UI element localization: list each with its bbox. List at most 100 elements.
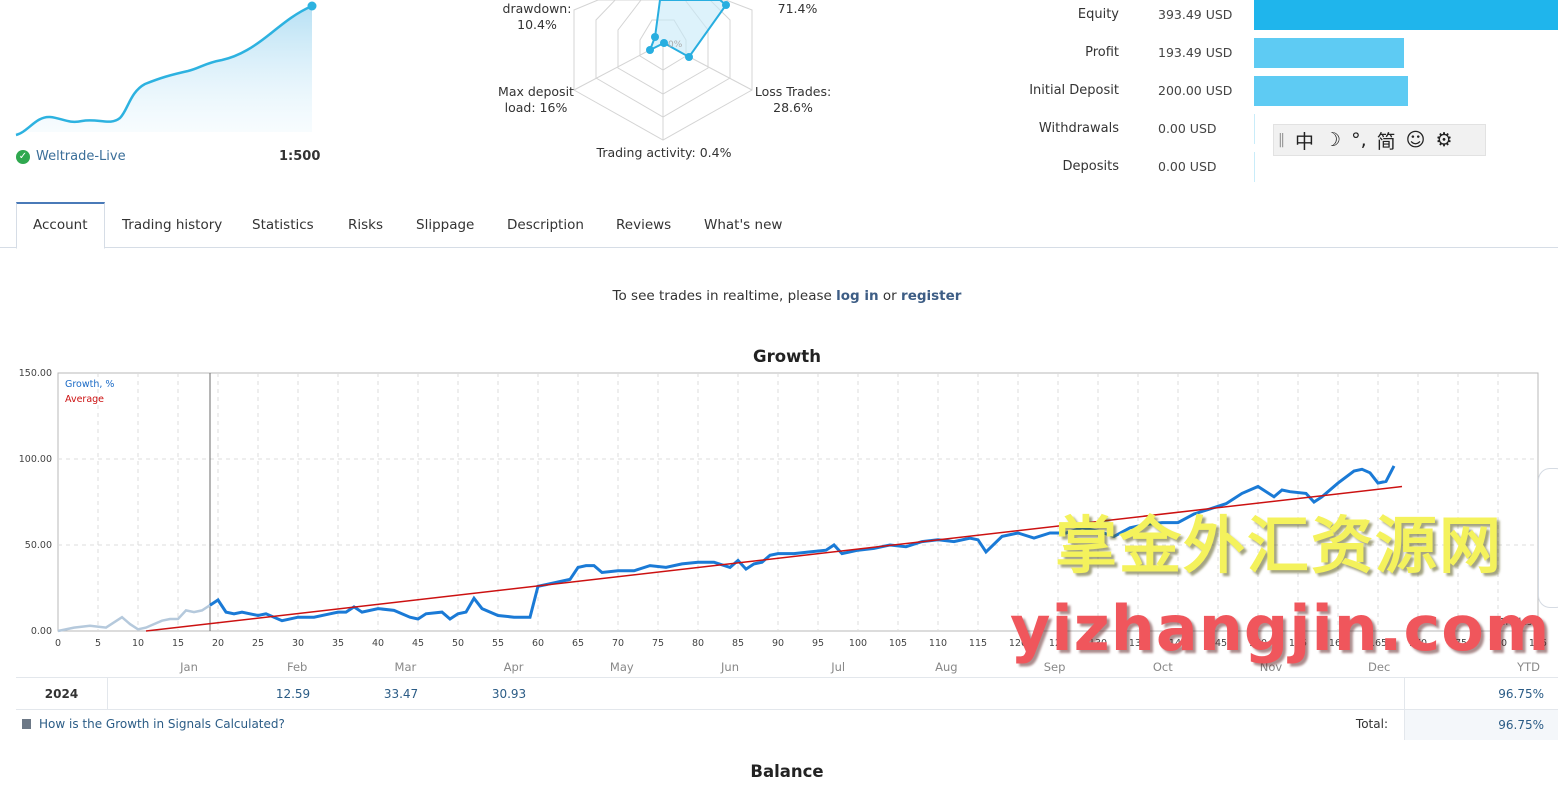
growth-line-pre: [57, 604, 211, 633]
ime-punctuation-icon[interactable]: °,: [1351, 129, 1367, 151]
watermark-chinese: 掌金外汇资源网: [1055, 509, 1504, 582]
month-label-dec: Dec: [1368, 660, 1391, 674]
register-link[interactable]: register: [901, 288, 962, 304]
radar-point-activity: [660, 39, 668, 47]
x-tick-label: 5: [95, 638, 101, 649]
x-tick-label: 40: [372, 638, 384, 649]
x-tick-label: 30: [292, 638, 304, 649]
x-tick-label: 95: [812, 638, 824, 649]
how-growth-link[interactable]: How is the Growth in Signals Calculated?: [22, 717, 285, 731]
radar-point-loss: [685, 53, 693, 61]
x-tick-label: 85: [732, 638, 744, 649]
month-label-jun: Jun: [721, 660, 739, 674]
broker-name[interactable]: Weltrade-Live: [36, 149, 126, 164]
ime-emoji-icon[interactable]: ☺: [1405, 129, 1426, 151]
y-tick-label: 100.00: [19, 454, 52, 465]
ytd-header: YTD: [1517, 660, 1540, 674]
month-label-sep: Sep: [1043, 660, 1066, 674]
radar-label-max-deposit-load: Max deposit load: 16%: [498, 84, 574, 115]
radar-label-loss-trades: Loss Trades: 28.6%: [754, 84, 832, 115]
month-label-jan: Jan: [180, 660, 198, 674]
month-label-aug: Aug: [935, 660, 958, 674]
tab-description[interactable]: Description: [507, 217, 584, 233]
month-label-jul: Jul: [831, 660, 846, 674]
year-label: 2024: [16, 678, 108, 710]
radar-point-load: [646, 46, 654, 54]
x-tick-label: 90: [772, 638, 784, 649]
x-tick-label: 70: [612, 638, 624, 649]
broker-label[interactable]: ✓ Weltrade-Live: [16, 149, 126, 164]
x-tick-label: 120: [1009, 638, 1027, 649]
radar-label-drawdown: drawdown: 10.4%: [502, 1, 572, 32]
legend-growth: Growth, %: [65, 379, 114, 390]
radar-label-profit-trades: 71.4%: [777, 1, 818, 16]
x-tick-label: 180: [1489, 638, 1507, 649]
x-tick-label: 170: [1409, 638, 1427, 649]
login-link[interactable]: log in: [836, 288, 879, 304]
x-tick-label: 110: [929, 638, 947, 649]
radar-point-drawdown: [651, 33, 659, 41]
side-widget-edge[interactable]: [1538, 468, 1558, 608]
stat-label-2: Initial Deposit: [1029, 83, 1119, 98]
radar-ring-outer: [573, 0, 753, 141]
radar-value-area: [648, 0, 728, 59]
tab-slippage[interactable]: Slippage: [416, 217, 475, 233]
x-tick-label: 175: [1449, 638, 1467, 649]
ime-toolbar[interactable]: ‖ 中 ☽ °, 简 ☺ ⚙: [1273, 124, 1486, 156]
tab-bar: Account Trading history Statistics Risks…: [0, 202, 1558, 249]
tab-account[interactable]: Account: [16, 202, 105, 249]
mini-growth-line: [15, 4, 313, 137]
x-tick-label: 10: [132, 638, 144, 649]
x-tick-label: 105: [889, 638, 907, 649]
radar-center-label: 0%: [668, 40, 683, 50]
leverage-value: 1:500: [279, 149, 321, 164]
x-tick-label: 65: [572, 638, 584, 649]
y-tick-label: 0.00: [31, 626, 52, 637]
stat-bar-1: [1254, 38, 1404, 68]
radar-chart: 0%: [573, 0, 753, 141]
x-tick-label: 60: [532, 638, 544, 649]
growth-months-row: Jan Feb Mar Apr May Jun Jul Aug Sep Oct Nov Dec YTD: [16, 658, 1558, 678]
radar-point-profit: [722, 1, 730, 9]
tab-reviews[interactable]: Reviews: [616, 217, 672, 233]
stat-value-2: 200.00 USD: [1158, 83, 1233, 98]
tab-trading-history[interactable]: Trading history: [122, 217, 223, 233]
stat-label-4: Deposits: [1062, 159, 1119, 174]
x-tick-label: 80: [692, 638, 704, 649]
ime-settings-icon[interactable]: ⚙: [1435, 129, 1453, 151]
x-tick-label: 50: [452, 638, 464, 649]
verified-shield-icon: ✓: [16, 149, 30, 164]
ime-chinese-mode[interactable]: 中: [1295, 130, 1315, 153]
month-label-apr: Apr: [503, 660, 524, 674]
total-label: Total:: [1355, 717, 1388, 731]
x-tick-label: 100: [849, 638, 867, 649]
y-tick-label: 150.00: [19, 368, 52, 379]
radar-ring-2: [595, 0, 731, 118]
total-value: 96.75%: [1404, 710, 1558, 740]
x-axis-label: Trades: [1500, 617, 1532, 628]
mini-growth-area: [16, 6, 312, 135]
x-tick-label: 165: [1369, 638, 1387, 649]
stat-value-1: 193.49 USD: [1158, 45, 1233, 60]
x-tick-label: 115: [969, 638, 987, 649]
tab-whats-new[interactable]: What's new: [704, 217, 783, 233]
tab-risks[interactable]: Risks: [348, 217, 384, 233]
stat-bar-3: [1254, 114, 1255, 144]
ime-moon-icon[interactable]: ☽: [1324, 129, 1342, 151]
x-tick-label: 25: [252, 638, 264, 649]
x-tick-label: 185: [1529, 638, 1547, 649]
month-value-apr: 30.93: [491, 687, 527, 701]
x-tick-label: 45: [412, 638, 424, 649]
x-tick-label: 35: [332, 638, 344, 649]
realtime-notice: To see trades in realtime, please log in…: [612, 288, 962, 304]
tab-statistics[interactable]: Statistics: [252, 217, 314, 233]
growth-title: Growth: [753, 347, 821, 366]
month-label-mar: Mar: [394, 660, 417, 674]
x-tick-label: 160: [1329, 638, 1347, 649]
y-tick-label: 50.00: [25, 540, 52, 551]
mini-growth-chart: [15, 1, 317, 137]
x-tick-label: 140: [1169, 638, 1187, 649]
growth-chart: 0 5 10 15 20 25 30 35 40 45 50 55 60 65 70 75 80 85 90 95 10…: [19, 368, 1547, 649]
ime-simplified-mode[interactable]: 简: [1376, 130, 1396, 153]
stat-bar-2: [1254, 76, 1408, 106]
